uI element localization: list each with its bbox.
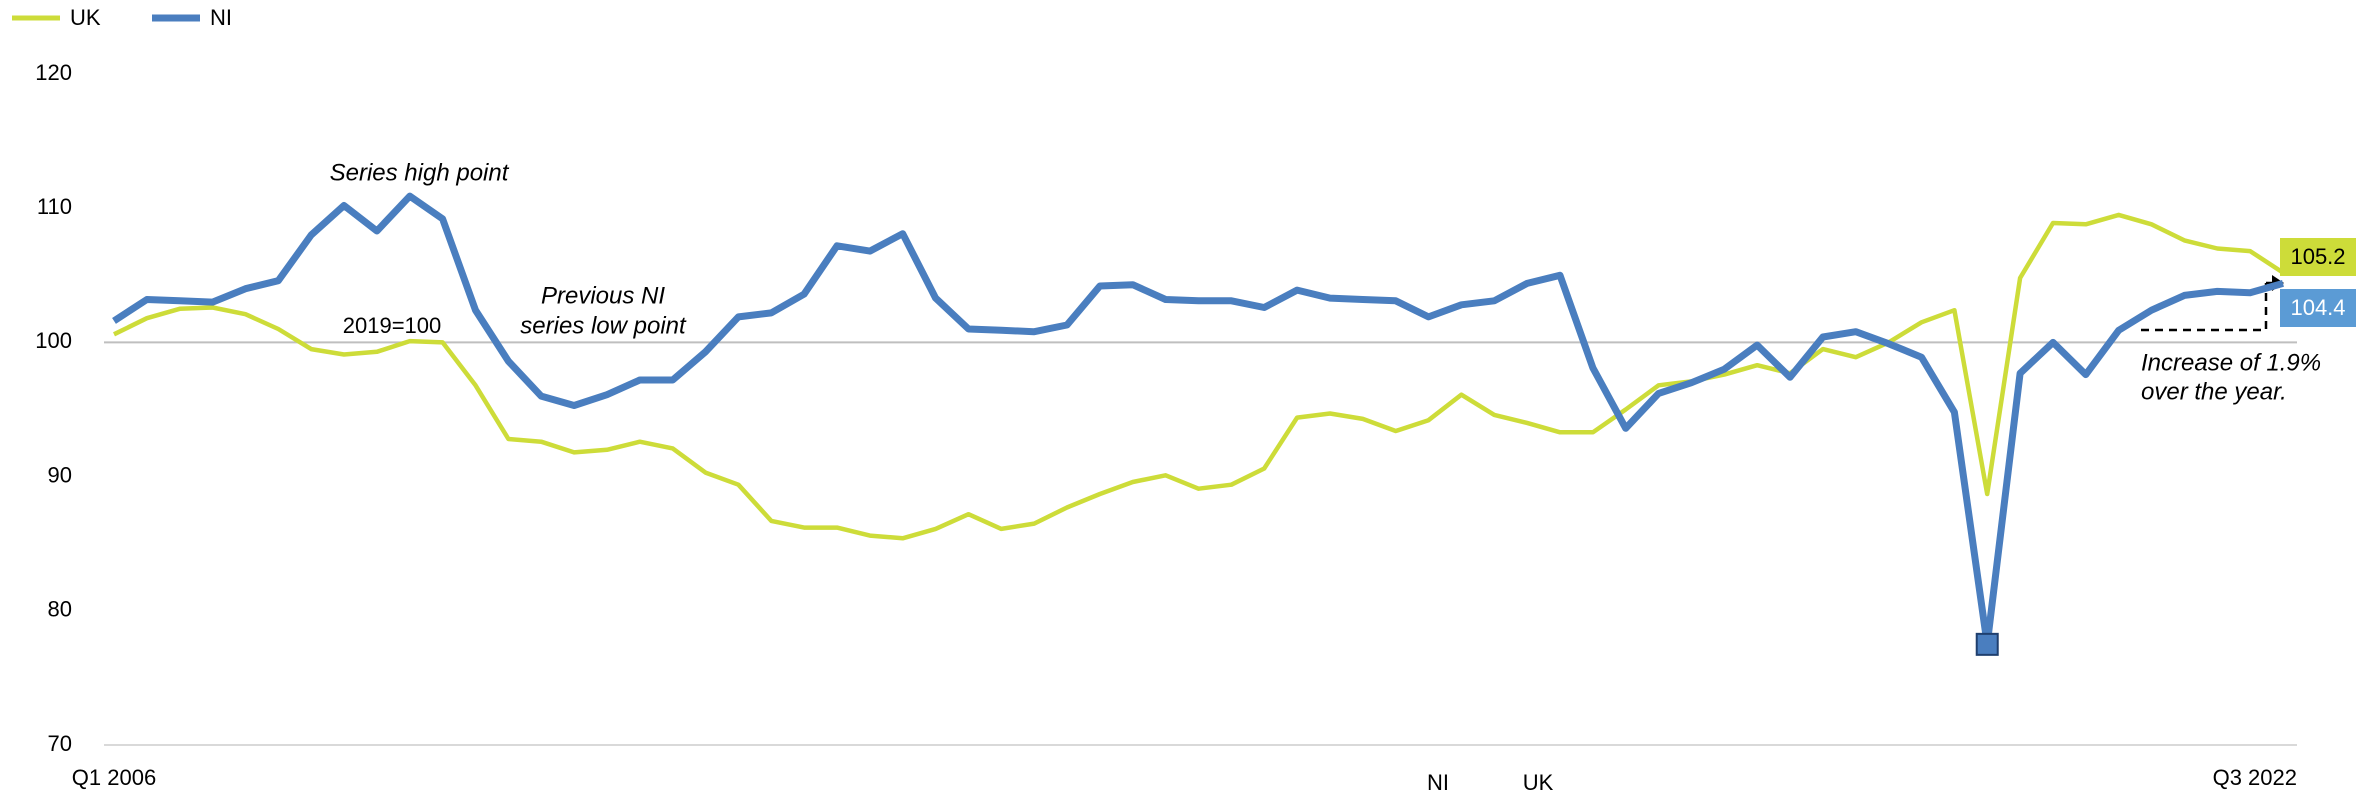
series-line	[112, 192, 2284, 648]
legend-label: NI	[210, 5, 232, 30]
y-tick-label: 90	[48, 462, 72, 487]
x-tick-label: Q3 2022	[2213, 765, 2297, 790]
end-label: 105.2	[2290, 244, 2345, 269]
y-tick-label: 120	[35, 60, 72, 85]
legend-label: UK	[70, 5, 101, 30]
low-note: Previous NI	[541, 282, 665, 309]
series-line	[113, 212, 2285, 541]
increase-note: Increase of 1.9%	[2141, 349, 2321, 376]
increase-note: over the year.	[2141, 378, 2287, 405]
y-tick-label: 100	[35, 328, 72, 353]
y-tick-label: 70	[48, 731, 72, 756]
x-tick-label: Q1 2006	[72, 765, 156, 790]
end-label-box	[2280, 238, 2356, 276]
end-label: 104.4	[2290, 295, 2345, 320]
low-note: series low point	[520, 312, 687, 339]
y-tick-label: 80	[48, 597, 72, 622]
high-note: Series high point	[330, 159, 510, 186]
footer-label: NI	[1427, 770, 1449, 792]
y-tick-label: 110	[37, 194, 72, 219]
base-note: 2019=100	[343, 313, 442, 338]
low-point-marker	[1975, 632, 1999, 656]
dashed-guide	[2141, 283, 2268, 332]
footer-label: UK	[1523, 770, 1554, 792]
end-label-box	[2280, 289, 2356, 327]
